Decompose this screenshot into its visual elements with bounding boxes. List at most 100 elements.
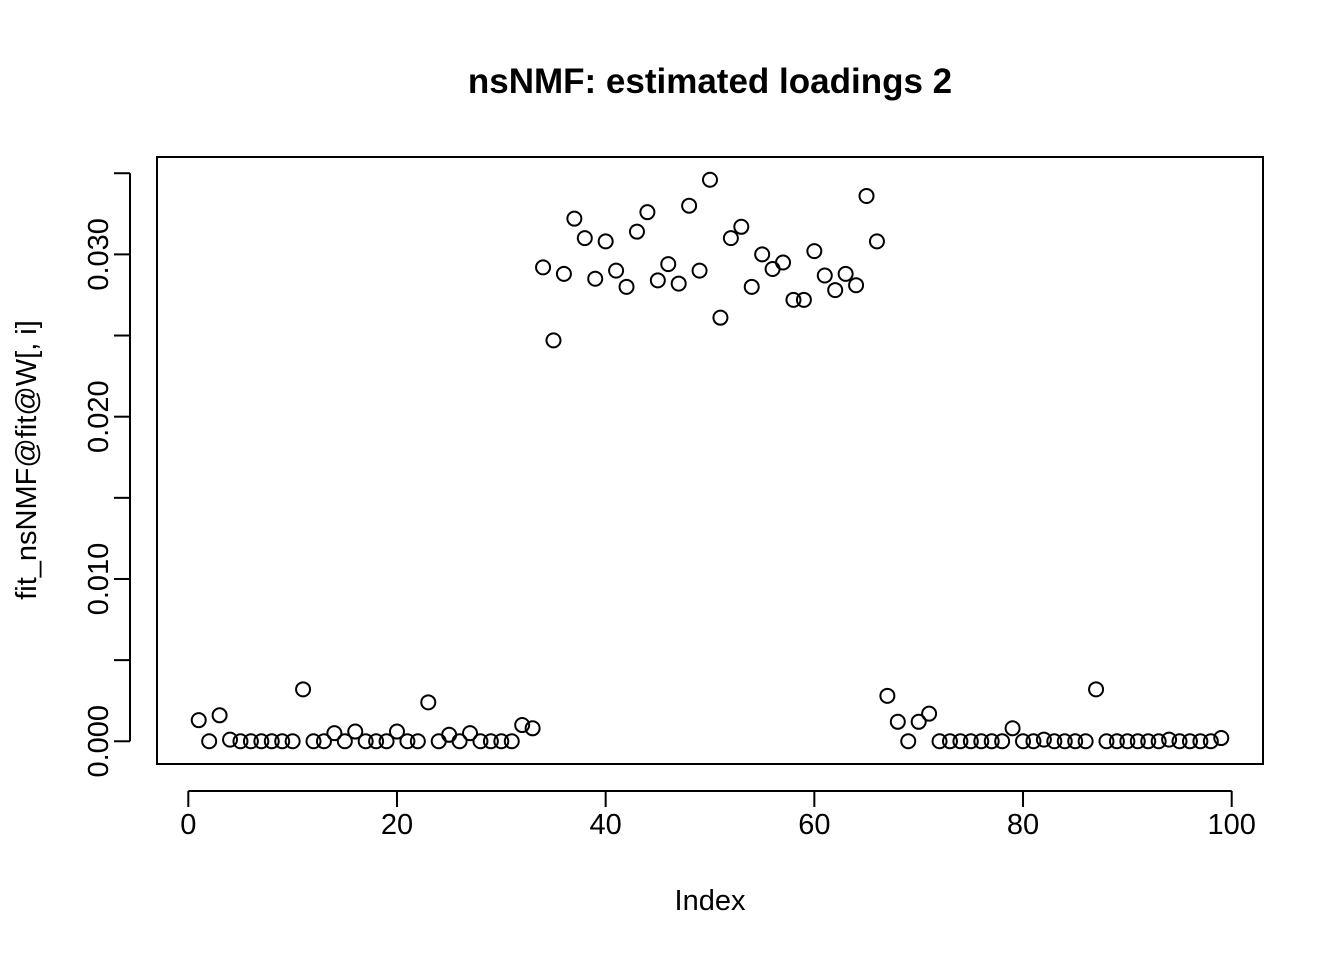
data-point (670, 275, 687, 292)
plot-area-frame (156, 156, 1264, 765)
data-point (368, 733, 385, 750)
data-point (1119, 733, 1136, 750)
data-point (493, 733, 510, 750)
data-point (608, 262, 625, 279)
data-point (347, 723, 364, 740)
x-axis-label: Index (675, 885, 746, 917)
data-point (1067, 733, 1084, 750)
data-point (879, 687, 896, 704)
data-point (524, 720, 541, 737)
data-point (211, 707, 228, 724)
data-point (660, 256, 677, 273)
data-point (326, 725, 343, 742)
data-point (201, 733, 218, 750)
data-point (1004, 720, 1021, 737)
y-tick-label: 0.030 (83, 218, 115, 291)
chart-title: nsNMF: estimated loadings 2 (468, 62, 952, 101)
data-point (357, 733, 374, 750)
data-point (190, 712, 207, 729)
data-point (388, 723, 405, 740)
data-point (545, 332, 562, 349)
data-point (795, 291, 812, 308)
data-point (952, 733, 969, 750)
data-point (462, 725, 479, 742)
data-point (587, 270, 604, 287)
data-point (274, 733, 291, 750)
data-point (806, 243, 823, 260)
data-point (514, 717, 531, 734)
data-point (816, 267, 833, 284)
data-point (1015, 733, 1032, 750)
data-point (1192, 733, 1209, 750)
data-point (1202, 733, 1219, 750)
data-point (295, 681, 312, 698)
data-point (889, 713, 906, 730)
data-points (190, 171, 1230, 750)
data-point (253, 733, 270, 750)
data-point (1150, 733, 1167, 750)
data-point (785, 291, 802, 308)
data-point (1056, 733, 1073, 750)
x-tick-label: 20 (381, 809, 413, 841)
data-point (649, 272, 666, 289)
x-tick-label: 100 (1208, 809, 1256, 841)
data-point (733, 218, 750, 235)
y-axis: 0.000 0.010 0.020 0.030 (83, 172, 131, 778)
data-point (1025, 733, 1042, 750)
data-point (681, 197, 698, 214)
x-axis: 0 20 40 60 80 100 (180, 790, 1256, 841)
data-point (754, 246, 771, 263)
data-point (628, 223, 645, 240)
data-point (555, 265, 572, 282)
y-axis-label: fit_nsNMF@fit@W[, i] (11, 320, 43, 600)
data-point (1046, 733, 1063, 750)
data-point (1213, 730, 1230, 747)
data-point (1140, 733, 1157, 750)
x-tick-label: 80 (1007, 809, 1039, 841)
data-point (284, 733, 301, 750)
data-point (910, 713, 927, 730)
data-point (618, 278, 635, 295)
data-point (848, 277, 865, 294)
data-point (451, 733, 468, 750)
data-point (336, 733, 353, 750)
data-point (983, 733, 1000, 750)
data-point (597, 233, 614, 250)
data-point (1181, 733, 1198, 750)
data-point (691, 262, 708, 279)
data-point (827, 282, 844, 299)
data-point (1088, 681, 1105, 698)
data-point (232, 733, 249, 750)
data-point (305, 733, 322, 750)
data-point (1108, 733, 1125, 750)
data-point (702, 171, 718, 188)
data-point (535, 259, 552, 276)
data-point (639, 204, 656, 221)
data-point (441, 726, 458, 743)
data-point (941, 733, 958, 750)
data-point (775, 254, 792, 271)
data-point (994, 733, 1011, 750)
data-point (430, 733, 447, 750)
y-tick-label: 0.000 (83, 705, 115, 778)
data-point (503, 733, 520, 750)
data-point (472, 733, 489, 750)
y-tick-label: 0.010 (83, 543, 115, 616)
y-tick-label: 0.020 (83, 380, 115, 453)
data-point (712, 309, 729, 326)
data-point (837, 265, 854, 282)
data-point (576, 230, 593, 247)
data-point (868, 233, 885, 250)
data-point (1098, 733, 1115, 750)
data-point (1129, 733, 1146, 750)
data-point (315, 733, 332, 750)
data-point (1171, 733, 1188, 750)
data-point (242, 733, 259, 750)
data-point (566, 210, 583, 227)
data-point (962, 733, 979, 750)
data-point (399, 733, 416, 750)
data-point (1077, 733, 1094, 750)
data-point (973, 733, 990, 750)
data-point (1035, 731, 1052, 748)
data-point (409, 733, 426, 750)
